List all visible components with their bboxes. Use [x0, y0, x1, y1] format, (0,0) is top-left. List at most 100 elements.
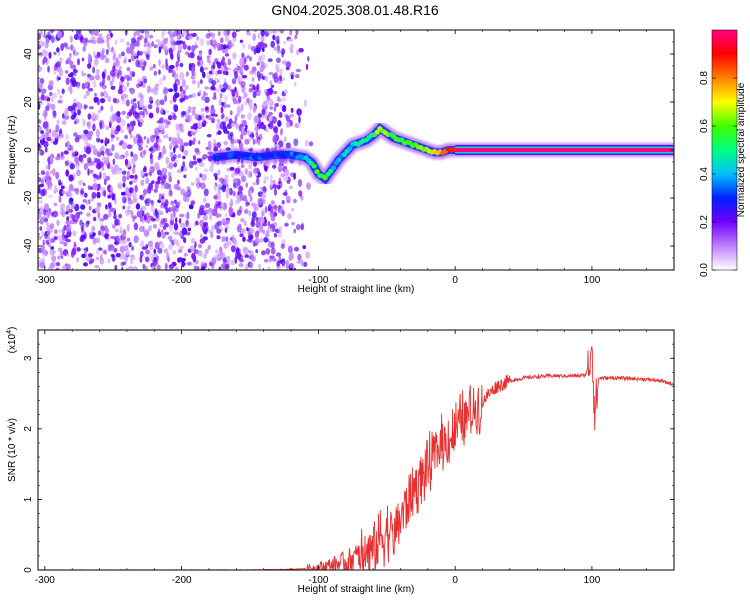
- noise-blob: [60, 43, 64, 51]
- noise-blob: [38, 82, 43, 89]
- noise-blob: [277, 120, 282, 127]
- noise-blob: [66, 208, 72, 213]
- noise-blob: [168, 206, 172, 213]
- noise-blob: [196, 184, 200, 190]
- noise-blob: [92, 149, 98, 153]
- noise-blob: [168, 162, 174, 170]
- noise-blob: [134, 174, 138, 180]
- noise-blob: [65, 228, 72, 232]
- noise-blob: [225, 219, 230, 225]
- noise-blob: [47, 65, 50, 73]
- noise-blob: [105, 204, 108, 210]
- noise-blob: [38, 149, 41, 156]
- noise-blob: [128, 76, 132, 81]
- noise-blob: [227, 58, 232, 66]
- noise-blob: [162, 135, 166, 139]
- noise-blob: [158, 69, 161, 75]
- noise-blob: [267, 58, 273, 63]
- noise-cloud: [38, 30, 314, 270]
- noise-blob: [252, 91, 257, 99]
- noise-blob: [198, 59, 204, 67]
- noise-blob: [70, 114, 76, 120]
- noise-blob: [254, 172, 258, 177]
- noise-blob: [163, 183, 168, 189]
- noise-blob: [110, 135, 114, 142]
- snr-x-ticks: -300 -200 -100 0 100: [35, 330, 675, 586]
- noise-blob: [255, 131, 259, 139]
- noise-blob: [39, 208, 44, 216]
- noise-blob: [106, 39, 110, 44]
- noise-blob: [278, 181, 281, 185]
- noise-blob: [238, 65, 243, 71]
- noise-blob: [45, 129, 50, 136]
- noise-blob: [300, 259, 304, 267]
- noise-blob: [91, 145, 96, 150]
- noise-blob: [248, 164, 252, 170]
- noise-blob: [247, 44, 251, 50]
- noise-blob: [108, 234, 111, 241]
- noise-blob: [280, 103, 283, 109]
- noise-blob: [133, 222, 139, 231]
- noise-blob: [82, 45, 86, 52]
- noise-blob: [179, 92, 185, 99]
- noise-blob: [210, 108, 216, 115]
- noise-blob: [226, 255, 230, 262]
- noise-blob: [220, 202, 225, 208]
- noise-blob: [197, 60, 200, 67]
- noise-blob: [264, 43, 268, 48]
- noise-blob: [190, 131, 196, 136]
- noise-blob: [168, 243, 173, 251]
- noise-blob: [222, 44, 227, 50]
- noise-blob: [306, 182, 311, 190]
- noise-blob: [167, 256, 170, 263]
- noise-blob: [69, 87, 73, 95]
- noise-blob: [230, 122, 236, 128]
- noise-blob: [198, 90, 202, 94]
- noise-blob: [229, 166, 235, 171]
- noise-blob: [104, 232, 110, 240]
- noise-blob: [145, 249, 151, 255]
- noise-blob: [214, 222, 220, 230]
- noise-blob: [179, 144, 183, 151]
- noise-blob: [293, 267, 297, 270]
- noise-blob: [178, 218, 182, 224]
- noise-blob: [207, 114, 212, 121]
- noise-blob: [259, 237, 264, 243]
- noise-blob: [191, 238, 196, 244]
- colorbar-tick-label: 0.6: [699, 119, 710, 133]
- noise-blob: [93, 96, 99, 102]
- noise-blob: [81, 253, 86, 259]
- noise-blob: [122, 98, 126, 105]
- noise-blob: [112, 97, 117, 104]
- noise-blob: [107, 152, 113, 157]
- noise-blob: [107, 195, 112, 199]
- noise-blob: [270, 247, 276, 255]
- noise-blob: [84, 81, 89, 88]
- noise-blob: [159, 99, 165, 106]
- noise-blob: [210, 85, 216, 91]
- noise-blob: [117, 182, 123, 190]
- noise-blob: [135, 113, 140, 122]
- noise-blob: [122, 142, 128, 150]
- noise-blob: [164, 231, 169, 235]
- noise-blob: [185, 51, 190, 56]
- noise-blob: [198, 243, 202, 249]
- noise-blob: [217, 190, 220, 198]
- noise-blob: [255, 249, 259, 254]
- noise-blob: [63, 241, 68, 247]
- noise-blob: [207, 143, 212, 152]
- noise-blob: [272, 73, 275, 79]
- noise-blob: [50, 246, 55, 250]
- noise-blob: [200, 233, 203, 239]
- noise-blob: [157, 176, 161, 182]
- noise-blob: [250, 228, 255, 234]
- noise-blob: [244, 138, 250, 145]
- noise-blob: [255, 221, 261, 229]
- noise-blob: [189, 245, 195, 252]
- noise-blob: [143, 136, 147, 140]
- noise-blob: [202, 120, 207, 126]
- noise-blob: [256, 70, 261, 79]
- noise-blob: [59, 154, 65, 160]
- noise-blob: [224, 227, 228, 233]
- noise-blob: [92, 66, 95, 74]
